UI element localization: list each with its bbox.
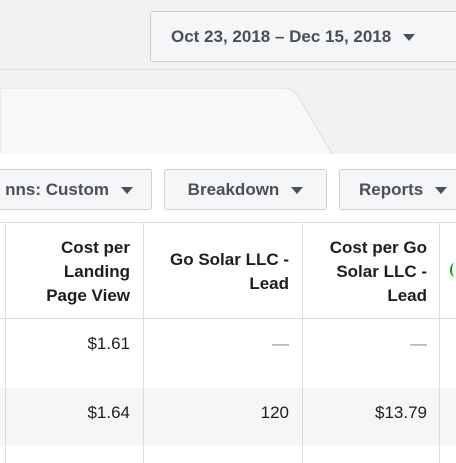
date-range-label: Oct 23, 2018 – Dec 15, 2018 — [171, 26, 392, 46]
results-table: Cost per Landing Page View Go Solar LLC … — [0, 223, 456, 463]
table-cell: $1.61 — [87, 334, 130, 353]
columns-button-label: nns: Custom — [5, 179, 109, 199]
reports-button[interactable]: Reports — [339, 169, 456, 210]
table-cell: $1.64 — [87, 403, 130, 422]
breakdown-button-label: Breakdown — [187, 179, 280, 199]
column-header-cost-per-go-solar-lead[interactable]: Cost per Go Solar LLC - Lead — [329, 238, 427, 305]
columns-button[interactable]: nns: Custom — [0, 169, 152, 210]
table-top-border — [0, 222, 456, 223]
chevron-down-icon — [403, 34, 416, 41]
chevron-down-icon — [435, 187, 448, 194]
column-header-cost-per-landing-page-view[interactable]: Cost per Landing Page View — [46, 238, 130, 305]
column-divider[interactable] — [302, 223, 303, 463]
table-cell: — — [410, 334, 427, 353]
table-cell: — — [272, 334, 289, 353]
column-divider[interactable] — [439, 223, 440, 463]
header-divider — [0, 69, 456, 70]
table-cell: 120 — [260, 403, 289, 422]
column-header-go-solar-lead[interactable]: Go Solar LLC - Lead — [170, 250, 289, 293]
table-row-striped — [0, 388, 456, 445]
breakdown-button[interactable]: Breakdown — [164, 169, 327, 210]
chevron-down-icon — [121, 187, 133, 194]
chevron-down-icon — [291, 187, 304, 194]
circle-icon — [450, 263, 456, 277]
column-divider[interactable] — [143, 223, 144, 463]
table-cell: $13.79 — [375, 403, 427, 422]
column-divider[interactable] — [5, 223, 6, 463]
active-tab[interactable] — [0, 88, 456, 157]
header-row-border — [0, 318, 456, 319]
date-range-button[interactable]: Oct 23, 2018 – Dec 15, 2018 — [150, 11, 456, 62]
reports-button-label: Reports — [359, 179, 424, 199]
